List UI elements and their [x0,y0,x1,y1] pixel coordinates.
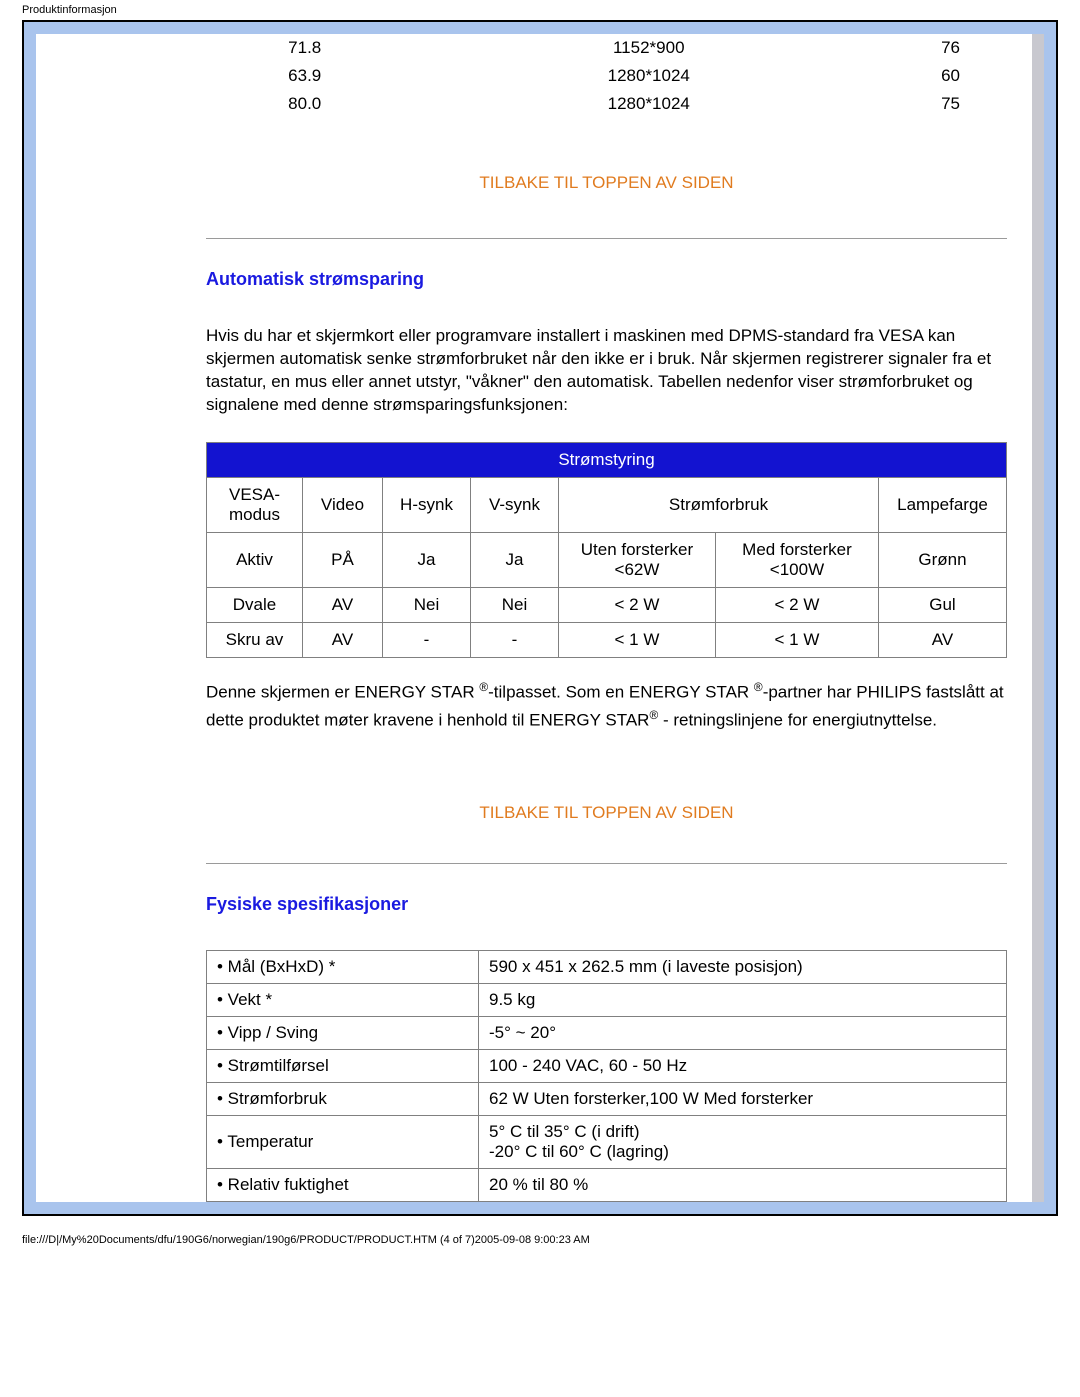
cell: < 2 W [559,587,716,622]
spec-label: • Vipp / Sving [207,1017,479,1050]
back-to-top-link[interactable]: TILBAKE TIL TOPPEN AV SIDEN [206,803,1007,823]
cell: AV [878,622,1006,657]
spec-value: 100 - 240 VAC, 60 - 50 Hz [479,1050,1007,1083]
cell: Grønn [878,532,1006,587]
table-row: Aktiv PÅ Ja Ja Uten forsterker <62W Med … [207,532,1007,587]
table-row: 80.0 1280*1024 75 [206,90,1007,118]
spec-value: 9.5 kg [479,984,1007,1017]
col-video: Video [303,477,383,532]
cell: Skru av [207,622,303,657]
power-paragraph: Hvis du har et skjermkort eller programv… [206,325,1007,417]
res-cell: 75 [894,90,1007,118]
outer-frame: 71.8 1152*900 76 63.9 1280*1024 60 80.0 … [22,20,1058,1216]
res-cell: 1152*900 [403,34,894,62]
table-row: • Strømtilførsel 100 - 240 VAC, 60 - 50 … [207,1050,1007,1083]
cell: Nei [471,587,559,622]
table-row: • Strømforbruk 62 W Uten forsterker,100 … [207,1083,1007,1116]
table-row: • Mål (BxHxD) * 590 x 451 x 262.5 mm (i … [207,951,1007,984]
cell: PÅ [303,532,383,587]
cell: Nei [383,587,471,622]
table-header-row: VESA-modus Video H-synk V-synk Strømforb… [207,477,1007,532]
col-vsync: V-synk [471,477,559,532]
col-vesa: VESA-modus [207,477,303,532]
spec-value: 20 % til 80 % [479,1169,1007,1202]
content-area: 71.8 1152*900 76 63.9 1280*1024 60 80.0 … [206,34,1022,1202]
spec-value: 590 x 451 x 262.5 mm (i laveste posisjon… [479,951,1007,984]
section-heading-physical: Fysiske spesifikasjoner [206,894,1007,915]
table-row: 71.8 1152*900 76 [206,34,1007,62]
spec-label: • Temperatur [207,1116,479,1169]
cell: Dvale [207,587,303,622]
spec-value: -5° ~ 20° [479,1017,1007,1050]
divider [206,238,1007,239]
res-cell: 1280*1024 [403,90,894,118]
cell: - [383,622,471,657]
cell: < 1 W [559,622,716,657]
resolution-table: 71.8 1152*900 76 63.9 1280*1024 60 80.0 … [206,34,1007,118]
table-row: • Vekt * 9.5 kg [207,984,1007,1017]
res-cell: 71.8 [206,34,403,62]
table-row: • Temperatur 5° C til 35° C (i drift) -2… [207,1116,1007,1169]
res-cell: 63.9 [206,62,403,90]
res-cell: 80.0 [206,90,403,118]
col-lamp: Lampefarge [878,477,1006,532]
spec-table: • Mål (BxHxD) * 590 x 451 x 262.5 mm (i … [206,950,1007,1202]
spec-label: • Mål (BxHxD) * [207,951,479,984]
cell: Uten forsterker <62W [559,532,716,587]
cell: - [471,622,559,657]
table-row: • Relativ fuktighet 20 % til 80 % [207,1169,1007,1202]
power-table-title: Strømstyring [207,442,1007,477]
cell: < 1 W [715,622,878,657]
spec-label: • Relativ fuktighet [207,1169,479,1202]
spec-label: • Strømtilførsel [207,1050,479,1083]
cell: Ja [383,532,471,587]
col-consumption: Strømforbruk [559,477,879,532]
res-cell: 60 [894,62,1007,90]
spec-value: 5° C til 35° C (i drift) -20° C til 60° … [479,1116,1007,1169]
cell: Ja [471,532,559,587]
cell: AV [303,622,383,657]
divider [206,863,1007,864]
page-header: Produktinformasjon [0,0,1080,20]
res-cell: 76 [894,34,1007,62]
table-row: Dvale AV Nei Nei < 2 W < 2 W Gul [207,587,1007,622]
spec-label: • Vekt * [207,984,479,1017]
back-to-top-link[interactable]: TILBAKE TIL TOPPEN AV SIDEN [206,173,1007,193]
table-row: Skru av AV - - < 1 W < 1 W AV [207,622,1007,657]
cell: AV [303,587,383,622]
cell: Med forsterker <100W [715,532,878,587]
section-heading-power: Automatisk strømsparing [206,269,1007,290]
cell: Aktiv [207,532,303,587]
table-row: • Vipp / Sving -5° ~ 20° [207,1017,1007,1050]
inner-panel: 71.8 1152*900 76 63.9 1280*1024 60 80.0 … [36,34,1044,1202]
energy-star-text: Denne skjermen er ENERGY STAR ®-tilpasse… [206,678,1007,734]
res-cell: 1280*1024 [403,62,894,90]
page-footer: file:///D|/My%20Documents/dfu/190G6/norw… [0,1216,1080,1256]
col-hsync: H-synk [383,477,471,532]
table-row: 63.9 1280*1024 60 [206,62,1007,90]
power-table: Strømstyring VESA-modus Video H-synk V-s… [206,442,1007,658]
cell: Gul [878,587,1006,622]
cell: < 2 W [715,587,878,622]
spec-label: • Strømforbruk [207,1083,479,1116]
spec-value: 62 W Uten forsterker,100 W Med forsterke… [479,1083,1007,1116]
